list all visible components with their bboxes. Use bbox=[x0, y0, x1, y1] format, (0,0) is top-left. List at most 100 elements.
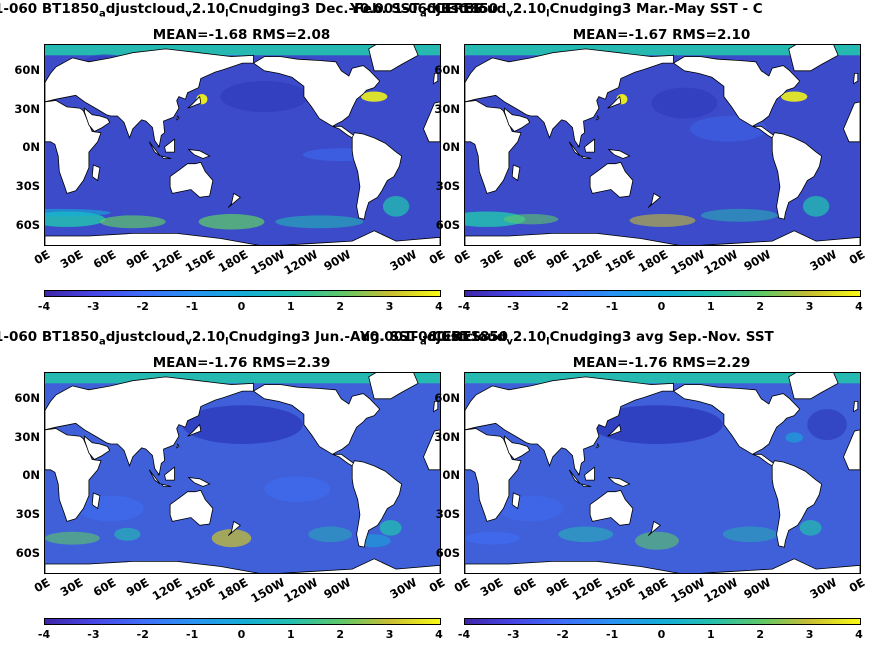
panel-title: adjustcloudv2.10lCnudging3 Mar.-May SST … bbox=[420, 1, 763, 20]
title-segment: Cnudging3 Jun.-Aug. SST - CERES bbox=[228, 329, 482, 345]
lat-tick-label: 30N bbox=[14, 101, 40, 116]
panel-stats: MEAN=-1.67 RMS=2.10 bbox=[572, 27, 751, 43]
map-svg bbox=[45, 45, 440, 245]
title-segment: djustcloud bbox=[105, 1, 186, 17]
land-mass-10 bbox=[148, 469, 161, 485]
title-subscript: v bbox=[185, 336, 192, 348]
lat-tick-label: 60S bbox=[435, 545, 460, 560]
anomaly-patch-7 bbox=[77, 495, 144, 522]
colorbar-tick-label: 2 bbox=[336, 300, 345, 313]
anomaly-patch-2 bbox=[198, 214, 265, 230]
anomaly-patch-3 bbox=[275, 215, 364, 229]
lat-tick-label: 60S bbox=[15, 217, 40, 232]
lon-tick-label: 150E bbox=[602, 575, 637, 604]
colorbar-tick-label: 0 bbox=[237, 300, 246, 313]
lat-tick-label: 30N bbox=[434, 101, 460, 116]
lon-tick-label: 60E bbox=[90, 575, 119, 600]
lat-tick-label: 0N bbox=[442, 140, 460, 155]
lat-tick-label: 60N bbox=[434, 390, 460, 405]
title-segment: 1-060 BT1850 bbox=[0, 1, 99, 17]
lat-tick-label: 30S bbox=[15, 506, 40, 521]
title-segment: Cnudging3 avg Sep.-Nov. SST bbox=[549, 329, 774, 345]
title-segment: 2.10 bbox=[512, 329, 547, 345]
colorbar-tick-label: -3 bbox=[87, 628, 100, 641]
colorbar-tick-label: 1 bbox=[287, 300, 295, 313]
lon-tick-label: 90E bbox=[543, 575, 572, 600]
lon-tick-label: 30W bbox=[807, 575, 840, 602]
title-subscript: v bbox=[185, 8, 192, 20]
land-mass-1 bbox=[45, 100, 102, 194]
lat-tick-label: 60S bbox=[435, 217, 460, 232]
lon-tick-label: 120W bbox=[281, 247, 321, 278]
colorbar-tick-label: -4 bbox=[37, 628, 51, 641]
land-mass-10 bbox=[148, 141, 161, 157]
anomaly-patch-2 bbox=[635, 531, 679, 550]
land-mass-18 bbox=[852, 72, 859, 85]
lon-tick-label: 0E bbox=[31, 575, 53, 596]
land-mass-13 bbox=[187, 148, 211, 159]
land-mass-2 bbox=[843, 101, 860, 143]
land-mass-4 bbox=[589, 161, 634, 198]
land-mass-5 bbox=[672, 384, 801, 455]
colorbar-tick-label: -2 bbox=[136, 628, 149, 641]
colorbar-tick-label: 1 bbox=[707, 300, 715, 313]
arctic-band bbox=[465, 373, 860, 384]
map-panel-2: adjustcloudv2.10lCnudging3 Mar.-May SST … bbox=[420, 0, 867, 320]
land-mass-12 bbox=[164, 138, 175, 153]
anomaly-patch-7 bbox=[785, 432, 803, 443]
lat-tick-label: 0N bbox=[22, 140, 40, 155]
colorbar-tick-label: 0 bbox=[657, 300, 666, 313]
colorbar-tick-label: -2 bbox=[556, 300, 569, 313]
lat-tick-label: 30S bbox=[435, 506, 460, 521]
land-mass-1 bbox=[465, 428, 522, 522]
lon-tick-label: 120W bbox=[701, 247, 741, 278]
map-svg bbox=[465, 45, 860, 245]
land-mass-18 bbox=[432, 400, 439, 413]
anomaly-patch-3 bbox=[308, 526, 353, 543]
lon-tick-label: 90W bbox=[741, 247, 774, 274]
land-mass-0 bbox=[465, 376, 674, 476]
land-mass-2 bbox=[423, 429, 440, 471]
colorbar-tick-label: -1 bbox=[606, 628, 619, 641]
land-mass-16 bbox=[596, 442, 600, 449]
colorbar bbox=[464, 290, 861, 297]
colorbar-tick-label: 4 bbox=[435, 628, 443, 641]
lon-tick-label: 90E bbox=[123, 247, 152, 272]
lon-tick-label: 180E bbox=[215, 247, 250, 276]
panel-title: 1-060 BT1850adjustcloudv2.10lCnudging3 J… bbox=[0, 329, 482, 348]
title-segment: 2.10 bbox=[191, 1, 226, 17]
lon-tick-label: 60E bbox=[90, 247, 119, 272]
lon-tick-label: 180E bbox=[635, 247, 670, 276]
land-mass-3 bbox=[84, 107, 111, 132]
colorbar-tick-label: 4 bbox=[855, 300, 863, 313]
colorbar-tick-label: 1 bbox=[287, 628, 295, 641]
land-mass-19 bbox=[577, 144, 580, 148]
ocean-map bbox=[464, 372, 861, 574]
land-mass-15 bbox=[91, 164, 101, 182]
colorbar-tick-label: 4 bbox=[435, 300, 443, 313]
colorbar-tick-label: 3 bbox=[385, 628, 394, 641]
land-mass-0 bbox=[45, 376, 254, 476]
title-subscript: a bbox=[420, 8, 427, 20]
land-mass-1 bbox=[465, 100, 522, 194]
land-mass-3 bbox=[84, 435, 111, 460]
title-subscript: a bbox=[98, 336, 106, 348]
land-mass-15 bbox=[91, 492, 101, 510]
land-mass-11 bbox=[160, 483, 172, 487]
lon-tick-label: 30E bbox=[57, 247, 86, 272]
lon-tick-label: 30W bbox=[387, 247, 420, 274]
anomaly-patch-2 bbox=[211, 529, 252, 548]
land-mass-13 bbox=[607, 476, 631, 487]
land-mass-0 bbox=[45, 48, 254, 148]
land-mass-12 bbox=[584, 138, 595, 153]
ocean-map bbox=[44, 372, 441, 574]
colorbar-tick-label: -3 bbox=[507, 300, 520, 313]
anomaly-patch-0 bbox=[45, 531, 100, 545]
anomaly-patch-1 bbox=[99, 215, 166, 229]
colorbar-tick-label: -4 bbox=[37, 300, 51, 313]
land-mass-19 bbox=[157, 472, 160, 476]
land-mass-5 bbox=[252, 56, 381, 127]
lon-tick-label: 30E bbox=[477, 247, 506, 272]
colorbar bbox=[44, 618, 441, 625]
map-panel-3: 1-060 BT1850adjustcloudv2.10lCnudging3 J… bbox=[0, 328, 481, 648]
